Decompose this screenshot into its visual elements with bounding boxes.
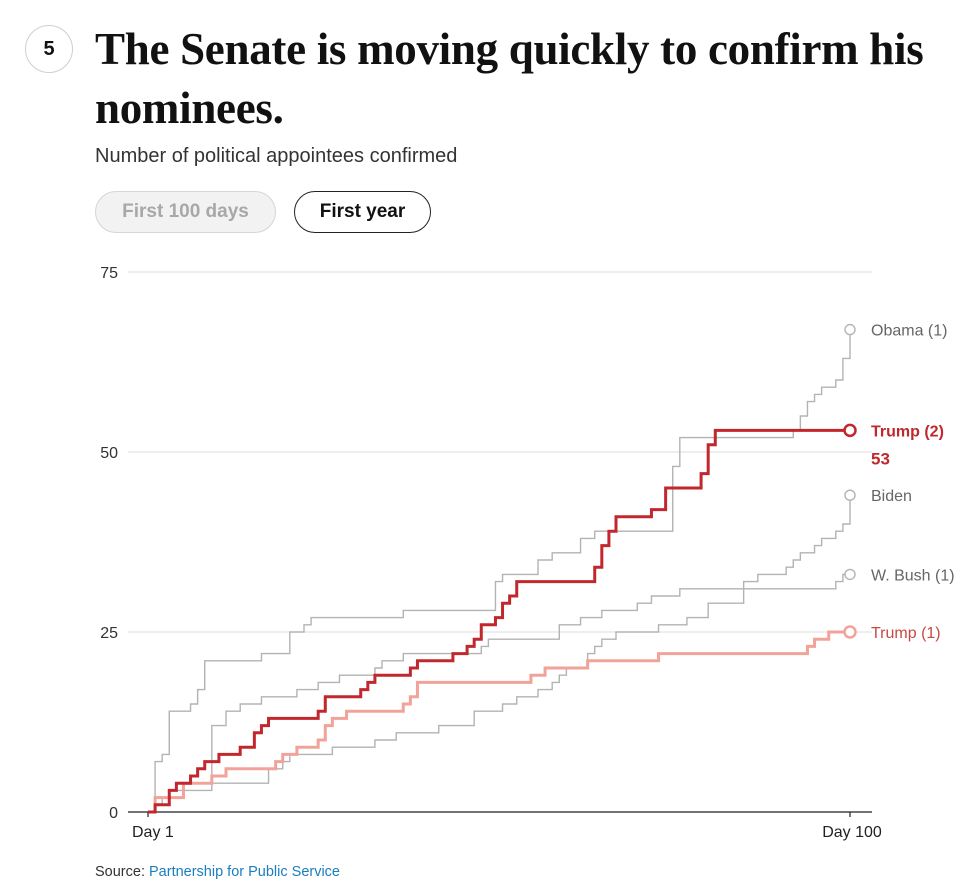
series-line-w-bush-1	[148, 573, 850, 813]
y-tick-label-0: 0	[109, 805, 118, 822]
source-note: Source: Partnership for Public Service	[95, 864, 340, 880]
step-number-badge: 5	[25, 25, 73, 73]
series-label-biden: Biden	[871, 488, 912, 505]
series-line-trump-1	[148, 630, 850, 814]
series-label-trump-1: Trump (1)	[871, 625, 941, 642]
endpoint-layer	[843, 323, 857, 639]
confirmations-chart: 0 25 50 75 Day 1 Day 100 Obama (1) Biden W. Bush…	[100, 265, 954, 841]
y-tick-label-50: 50	[100, 445, 118, 462]
series-label-obama-1: Obama (1)	[871, 323, 947, 340]
series-line-obama-1	[148, 329, 851, 813]
grid-layer	[128, 271, 872, 817]
endpoint-obama-1	[844, 323, 856, 336]
endpoint-trump-1	[843, 625, 857, 639]
y-tick-label-25: 25	[100, 625, 118, 642]
series-line-biden	[148, 495, 851, 813]
label-layer: 0 25 50 75 Day 1 Day 100 Obama (1) Biden W. Bush…	[100, 265, 954, 841]
chart-subtitle: Number of political appointees confirmed	[95, 145, 458, 167]
endpoint-biden	[844, 489, 856, 501]
endpoint-w-bush-1	[844, 568, 856, 581]
source-prefix: Source:	[95, 864, 149, 880]
series-label-trump-2: Trump (2)	[871, 423, 944, 440]
x-tick-label-1: Day 100	[822, 824, 882, 841]
highlight-value-label: 53	[871, 449, 890, 468]
series-line-trump-2	[148, 428, 850, 814]
series-layer	[148, 329, 851, 814]
toggle-first-year[interactable]: First year	[294, 191, 431, 233]
page-title: The Senate is moving quickly to confirm …	[95, 24, 924, 133]
endpoint-trump-2	[843, 423, 857, 438]
y-tick-label-75: 75	[100, 265, 118, 282]
toggle-first-100-days[interactable]: First 100 days	[95, 191, 276, 233]
x-tick-label-0: Day 1	[132, 824, 174, 841]
series-label-w-bush-1: W. Bush (1)	[871, 567, 955, 584]
source-link[interactable]: Partnership for Public Service	[149, 864, 340, 880]
